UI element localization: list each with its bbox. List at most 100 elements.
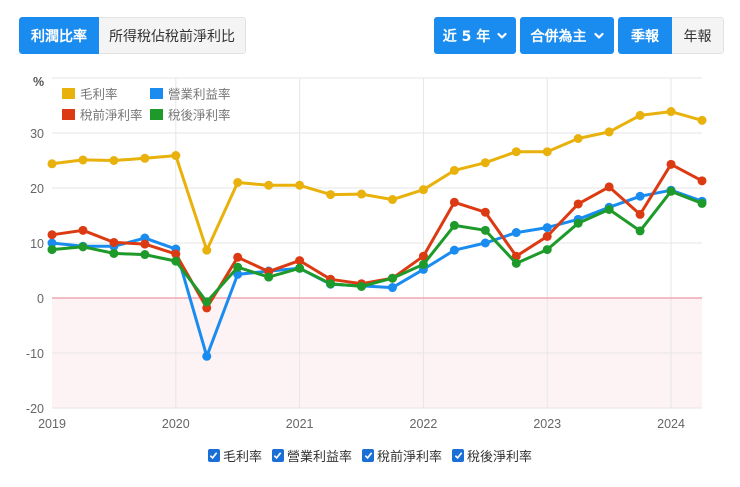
data-point[interactable] [357,189,367,199]
series-line [47,186,707,307]
tab-profit-ratio[interactable]: 利潤比率 [19,17,99,54]
toggle-net-margin[interactable]: 稅後淨利率 [452,446,532,465]
data-point[interactable] [233,252,243,262]
data-point[interactable] [78,155,88,165]
data-point[interactable] [140,153,150,163]
checkbox-checked-icon[interactable] [362,449,374,462]
data-point[interactable] [542,223,552,233]
legend-swatch-icon [62,109,75,120]
data-point[interactable] [47,230,57,240]
toggle-operating-margin[interactable]: 營業利益率 [271,446,352,465]
data-point[interactable] [635,209,645,219]
data-point[interactable] [202,297,212,307]
data-point[interactable] [511,228,521,238]
data-point[interactable] [480,207,490,217]
data-point[interactable] [47,159,57,169]
tab-annual[interactable]: 年報 [672,17,724,54]
data-point[interactable] [511,147,521,157]
data-point[interactable] [264,272,274,282]
checkbox-checked-icon[interactable] [271,449,284,462]
data-point[interactable] [635,110,645,120]
x-axis: 2019 2020 2021 2022 2023 2024 [38,417,685,431]
data-point[interactable] [47,245,57,255]
data-point[interactable] [418,251,428,261]
data-point[interactable] [109,237,119,247]
data-point[interactable] [47,238,57,248]
data-point[interactable] [78,242,88,252]
data-point[interactable] [604,127,614,137]
data-point[interactable] [449,165,459,175]
data-point[interactable] [449,245,459,255]
svg-text:-20: -20 [26,402,44,416]
data-point[interactable] [295,256,305,266]
data-point[interactable] [635,226,645,236]
data-point[interactable] [357,281,367,291]
tab-tax-ratio[interactable]: 所得稅佔稅前淨利比 [99,17,246,54]
data-point[interactable] [264,180,274,190]
data-point[interactable] [635,191,645,201]
data-point[interactable] [573,218,583,228]
svg-text:稅前淨利率: 稅前淨利率 [80,108,143,123]
data-point[interactable] [666,159,676,169]
legend-swatch-icon [62,88,75,99]
data-point[interactable] [542,231,552,241]
data-point[interactable] [542,147,552,157]
data-point[interactable] [697,115,707,125]
svg-text:%: % [33,75,44,89]
data-point[interactable] [666,107,676,117]
svg-text:2020: 2020 [162,417,190,431]
data-point[interactable] [295,180,305,190]
data-point[interactable] [202,245,212,255]
svg-text:-10: -10 [26,347,44,361]
svg-text:2019: 2019 [38,417,66,431]
data-point[interactable] [171,256,181,266]
data-point[interactable] [233,269,243,279]
data-point[interactable] [109,248,119,258]
data-point[interactable] [387,283,397,293]
data-point[interactable] [418,259,428,269]
tab-quarterly[interactable]: 季報 [618,17,672,54]
svg-text:營業利益率: 營業利益率 [168,87,231,102]
data-point[interactable] [140,239,150,249]
data-point[interactable] [295,263,305,273]
data-point[interactable] [449,197,459,207]
data-point[interactable] [78,225,88,235]
toggle-pretax-margin[interactable]: 稅前淨利率 [362,446,442,465]
data-point[interactable] [573,199,583,209]
data-point[interactable] [140,250,150,260]
basis-label: 合併為主 [530,28,587,45]
data-point[interactable] [511,251,521,261]
data-point[interactable] [604,182,614,192]
data-point[interactable] [387,273,397,283]
data-point[interactable] [573,134,583,143]
period-range-dropdown[interactable]: 近 5 年 [434,17,516,54]
data-point[interactable] [202,351,212,361]
data-point[interactable] [666,186,676,196]
legend-swatch-icon [150,88,163,99]
checkbox-checked-icon[interactable] [207,449,220,462]
data-point[interactable] [326,279,336,289]
data-point[interactable] [326,190,336,200]
data-point[interactable] [387,195,397,205]
data-point[interactable] [697,176,707,186]
data-point[interactable] [511,258,521,268]
basis-dropdown[interactable]: 合併為主 [520,17,614,54]
series-toggle-legend: 毛利率 營業利益率 稅前淨利率 稅後淨利率 [0,446,740,465]
data-point[interactable] [171,151,181,161]
data-point[interactable] [697,198,707,208]
data-point[interactable] [418,185,428,195]
data-point[interactable] [233,178,243,187]
data-point[interactable] [480,158,490,168]
toggle-gross-margin[interactable]: 毛利率 [207,446,262,465]
svg-text:10: 10 [30,237,44,251]
data-point[interactable] [604,204,614,214]
data-point[interactable] [542,245,552,255]
data-point[interactable] [480,225,490,235]
data-point[interactable] [480,238,490,248]
checkbox-checked-icon[interactable] [452,449,465,462]
data-point[interactable] [233,262,243,272]
data-point[interactable] [449,220,459,230]
data-point[interactable] [171,249,181,259]
data-point[interactable] [109,156,119,165]
